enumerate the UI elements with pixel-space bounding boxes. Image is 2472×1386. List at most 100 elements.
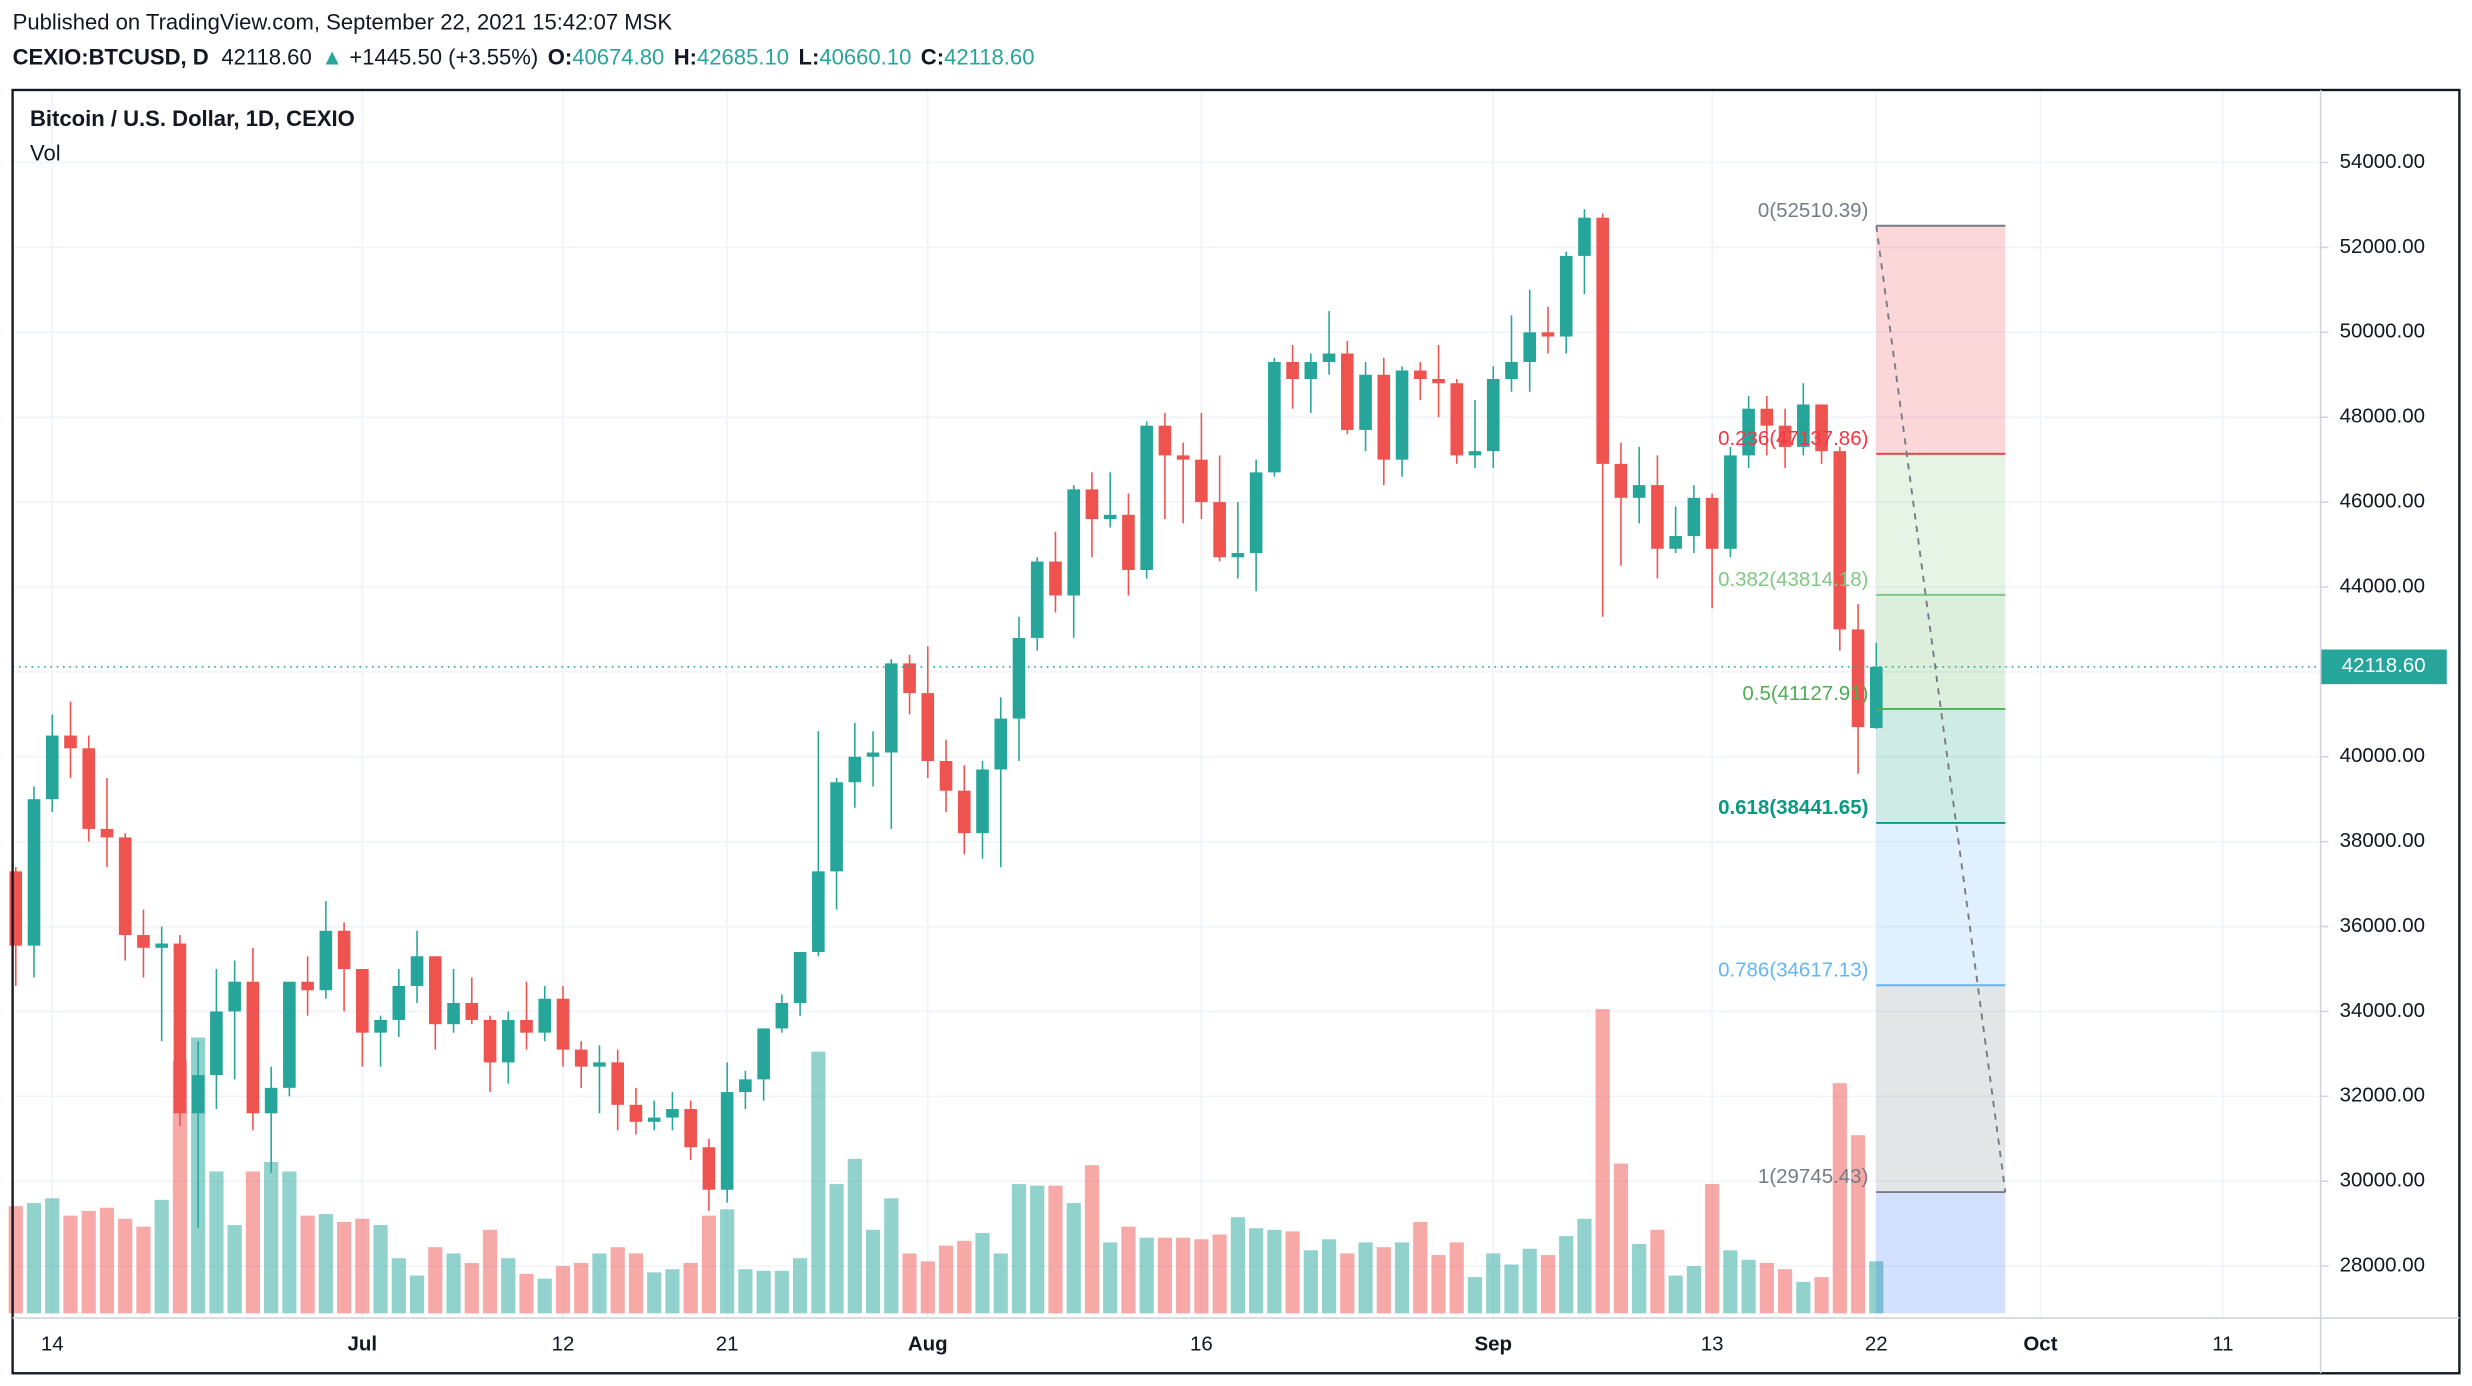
candle-body bbox=[793, 952, 807, 1003]
volume-bar bbox=[118, 1218, 133, 1314]
candle-body bbox=[1687, 497, 1701, 537]
candle-body bbox=[1523, 332, 1537, 363]
l-value: 40660.10 bbox=[819, 44, 911, 69]
volume-bar bbox=[1632, 1243, 1647, 1314]
candle-body bbox=[1724, 455, 1737, 549]
y-tick-label: 36000.00 bbox=[2340, 914, 2425, 937]
candle-body bbox=[264, 1087, 278, 1114]
candle-body bbox=[629, 1104, 643, 1122]
candle-body bbox=[246, 981, 260, 1114]
volume-bar bbox=[1303, 1250, 1318, 1314]
chart-title: Bitcoin / U.S. Dollar, 1D, CEXIO bbox=[30, 106, 355, 131]
candle-body bbox=[1413, 370, 1427, 379]
volume-bar bbox=[938, 1245, 954, 1314]
candle-body bbox=[1231, 553, 1245, 558]
candle-body bbox=[428, 956, 442, 1025]
candle-body bbox=[720, 1092, 734, 1190]
volume-bar bbox=[756, 1270, 771, 1314]
volume-bar bbox=[154, 1199, 169, 1314]
volume-bar bbox=[1759, 1262, 1774, 1314]
candle-body bbox=[556, 998, 570, 1050]
volume-bar bbox=[829, 1184, 844, 1314]
volume-bar bbox=[720, 1209, 735, 1314]
candle-body bbox=[1559, 255, 1573, 337]
candle-body bbox=[848, 756, 862, 783]
candle-body bbox=[1195, 459, 1208, 503]
volume-bar bbox=[574, 1262, 589, 1314]
price-label: 42118.60 bbox=[2342, 654, 2426, 677]
volume-bar bbox=[1832, 1083, 1847, 1314]
candle-body bbox=[1614, 463, 1628, 498]
volume-bar bbox=[1121, 1226, 1136, 1314]
volume-bar bbox=[409, 1275, 425, 1314]
candle-body bbox=[1778, 425, 1792, 447]
volume-bar bbox=[300, 1215, 315, 1314]
volume-bar bbox=[1413, 1221, 1428, 1314]
volume-bar bbox=[1394, 1242, 1410, 1314]
volume-bar bbox=[336, 1221, 352, 1314]
candle-body bbox=[1505, 362, 1518, 379]
volume-bar bbox=[592, 1253, 607, 1314]
volume-bar bbox=[501, 1258, 516, 1314]
candle-body bbox=[392, 985, 406, 1020]
volume-bar bbox=[446, 1253, 461, 1314]
volume-bar bbox=[464, 1262, 479, 1314]
candle-body bbox=[866, 752, 880, 757]
candle-body bbox=[1176, 455, 1190, 460]
candle-body bbox=[1760, 408, 1774, 426]
candle-body bbox=[921, 693, 935, 762]
fib-zone bbox=[1876, 708, 2006, 823]
volume-bar bbox=[1595, 1009, 1610, 1314]
candle-body bbox=[100, 828, 114, 838]
y-tick-label: 44000.00 bbox=[2340, 574, 2425, 597]
volume-bar bbox=[610, 1247, 625, 1314]
candle-body bbox=[538, 998, 552, 1033]
volume-bar bbox=[1230, 1217, 1245, 1314]
candle-body bbox=[501, 1019, 515, 1063]
volume-bar bbox=[1358, 1242, 1373, 1314]
volume-bar bbox=[519, 1273, 534, 1314]
symbol: CEXIO:BTCUSD, D bbox=[13, 44, 209, 69]
candle-body bbox=[228, 981, 241, 1012]
volume-bar bbox=[282, 1171, 297, 1314]
volume-bar bbox=[355, 1218, 370, 1314]
volume-bar bbox=[902, 1253, 917, 1314]
h-label: H: bbox=[674, 44, 697, 69]
candle-body bbox=[976, 769, 989, 834]
y-tick-label: 34000.00 bbox=[2340, 999, 2425, 1022]
fib-label: 0.382(43814.18) bbox=[1718, 568, 1868, 591]
candle-body bbox=[1705, 497, 1719, 549]
candle-body bbox=[1632, 485, 1646, 498]
volume-bar bbox=[63, 1215, 78, 1314]
x-tick-label: Sep bbox=[1474, 1332, 1512, 1355]
candle-body bbox=[1158, 425, 1172, 456]
volume-bar bbox=[865, 1229, 881, 1314]
volume-bar bbox=[1340, 1253, 1355, 1314]
candle-body bbox=[1359, 374, 1372, 430]
candle-body bbox=[1304, 362, 1318, 379]
candle-body bbox=[1322, 353, 1336, 363]
volume-bar bbox=[793, 1258, 808, 1314]
volume-bar bbox=[1285, 1231, 1300, 1314]
volume-bar bbox=[774, 1270, 789, 1314]
x-tick-label: Aug bbox=[908, 1332, 948, 1355]
candle-body bbox=[9, 871, 23, 946]
fib-zone bbox=[1876, 985, 2006, 1193]
volume-bar bbox=[920, 1261, 935, 1314]
candle-body bbox=[1213, 502, 1226, 558]
y-tick-label: 28000.00 bbox=[2340, 1254, 2425, 1277]
frame bbox=[11, 88, 2461, 1375]
candle-body bbox=[812, 871, 825, 953]
volume-bar bbox=[847, 1158, 862, 1314]
volume-bar bbox=[1176, 1237, 1191, 1314]
volume-bar bbox=[537, 1278, 552, 1314]
fib-zone bbox=[1876, 225, 2006, 454]
volume-bar bbox=[1376, 1247, 1391, 1314]
y-tick-label: 46000.00 bbox=[2340, 489, 2425, 512]
volume-bar bbox=[993, 1253, 1008, 1314]
volume-bar bbox=[136, 1226, 151, 1314]
volume-bar bbox=[1796, 1281, 1811, 1314]
volume-bar bbox=[1194, 1239, 1209, 1314]
